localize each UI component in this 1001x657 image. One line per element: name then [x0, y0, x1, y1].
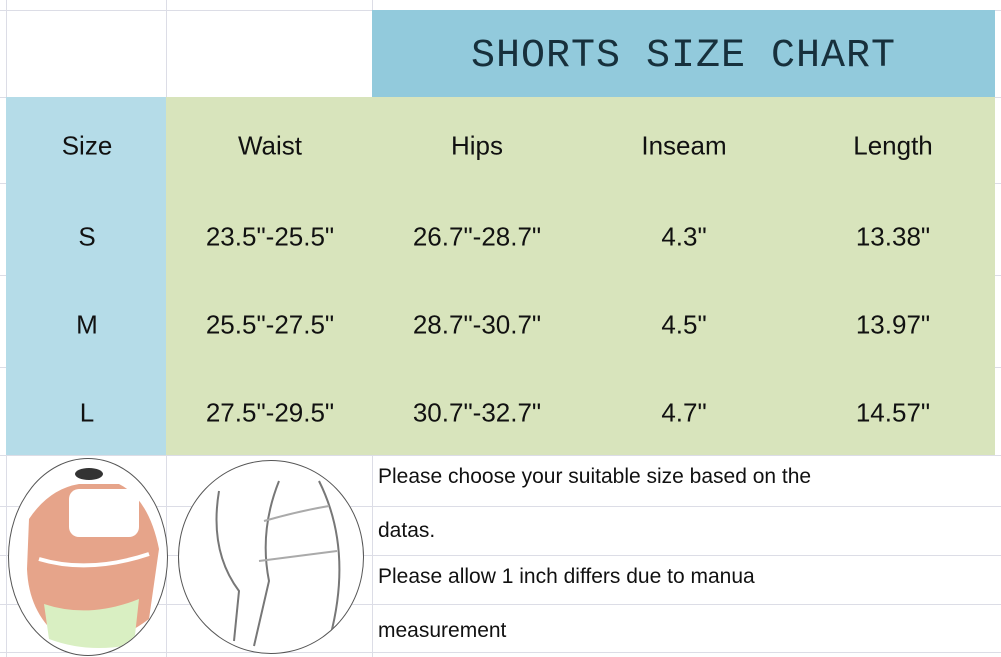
- header-length: Length: [853, 130, 933, 161]
- hip-measurement-illustration: [178, 460, 364, 654]
- note-line: Please choose your suitable size based o…: [378, 465, 812, 488]
- grid-line: [0, 652, 1001, 653]
- grid-line: [0, 506, 1001, 507]
- waist-measurement-illustration: [8, 458, 168, 656]
- cell-length: 13.97": [855, 309, 931, 340]
- cell-size: M: [76, 309, 98, 340]
- grid-line: [0, 555, 1001, 556]
- title-band: SHORTS SIZE CHART: [372, 10, 995, 97]
- cell-waist: 23.5"-25.5": [205, 221, 335, 252]
- chart-title: SHORTS SIZE CHART: [470, 34, 897, 79]
- cell-hips: 30.7"-32.7": [412, 397, 542, 428]
- cell-waist: 27.5"-29.5": [205, 397, 335, 428]
- grid-line: [0, 455, 1001, 456]
- cell-size: L: [79, 397, 95, 428]
- header-waist: Waist: [237, 130, 303, 161]
- note-line: measurement: [378, 619, 507, 642]
- header-size: Size: [61, 130, 113, 161]
- note-line: datas.: [378, 519, 436, 542]
- cell-length: 13.38": [855, 221, 931, 252]
- cell-hips: 26.7"-28.7": [412, 221, 542, 252]
- cell-inseam: 4.5": [661, 309, 707, 340]
- note-line: Please allow 1 inch differs due to manua: [378, 565, 755, 588]
- cell-inseam: 4.3": [661, 221, 707, 252]
- cell-length: 14.57": [855, 397, 931, 428]
- header-inseam: Inseam: [641, 130, 727, 161]
- cell-hips: 28.7"-30.7": [412, 309, 542, 340]
- cell-size: S: [78, 221, 96, 252]
- measurement-area-background: [166, 97, 995, 455]
- size-column-background: [6, 97, 166, 455]
- cell-waist: 25.5"-27.5": [205, 309, 335, 340]
- header-hips: Hips: [450, 130, 504, 161]
- cell-inseam: 4.7": [661, 397, 707, 428]
- grid-line: [0, 604, 1001, 605]
